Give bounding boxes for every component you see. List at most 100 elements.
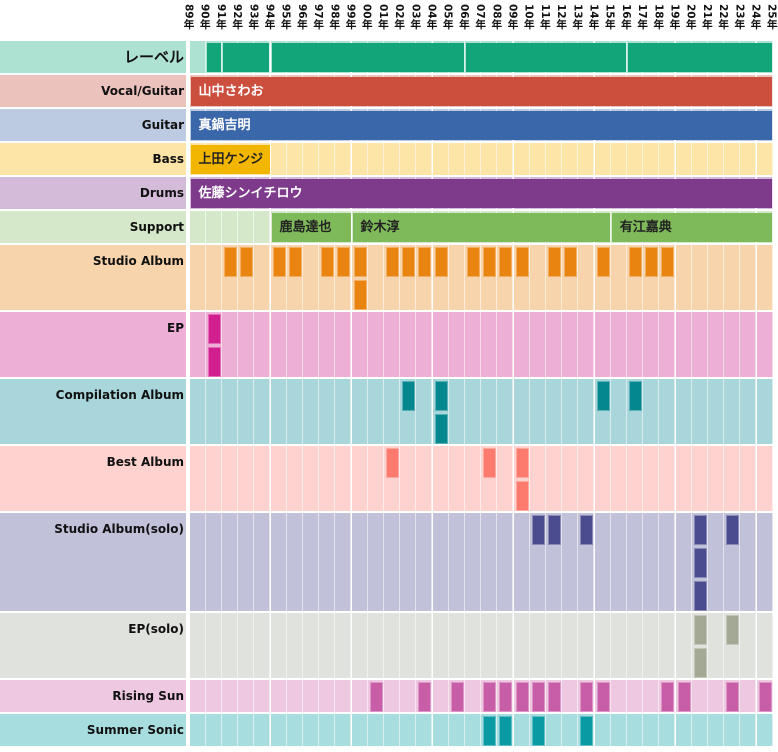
year-tick-label: 10年 bbox=[522, 4, 535, 30]
grid-cell bbox=[238, 680, 255, 712]
grid-cell bbox=[254, 379, 271, 444]
year-tick-label: 23年 bbox=[733, 4, 746, 30]
grid-cell bbox=[416, 379, 433, 444]
release-mark bbox=[580, 682, 594, 712]
grid-cell bbox=[724, 245, 741, 310]
grid-cell bbox=[367, 143, 384, 175]
grid-cell bbox=[448, 312, 465, 377]
year-tick-label: 11年 bbox=[538, 4, 551, 30]
release-mark bbox=[353, 280, 367, 310]
row-label: Bass bbox=[0, 143, 186, 175]
grid-cell bbox=[626, 513, 644, 611]
grid-cell bbox=[562, 513, 579, 611]
grid-cell bbox=[464, 312, 482, 377]
grid-cell bbox=[400, 446, 417, 511]
grid-cell bbox=[756, 312, 773, 377]
release-mark bbox=[385, 448, 400, 478]
grid-cell bbox=[351, 312, 368, 377]
grid-cell bbox=[335, 379, 352, 444]
grid-cell bbox=[221, 379, 239, 444]
grid-cell bbox=[205, 513, 222, 611]
grid-cell bbox=[302, 446, 320, 511]
grid-cell bbox=[497, 312, 514, 377]
grid-cell bbox=[464, 379, 482, 444]
release-mark bbox=[483, 682, 497, 712]
release-mark bbox=[677, 682, 691, 712]
grid-cell bbox=[497, 446, 514, 511]
grid-cell bbox=[481, 513, 498, 611]
grid-cell bbox=[221, 513, 239, 611]
grid-cell bbox=[416, 714, 433, 746]
grid-cell bbox=[562, 714, 579, 746]
year-tick-label: 97年 bbox=[312, 4, 325, 30]
grid-cell bbox=[545, 379, 563, 444]
grid-cell bbox=[675, 714, 692, 746]
grid-cell bbox=[286, 312, 303, 377]
grid-cell bbox=[270, 143, 287, 175]
release-mark bbox=[564, 247, 578, 277]
grid-cell bbox=[367, 613, 384, 678]
grid-cell bbox=[238, 211, 255, 243]
grid-cell bbox=[205, 379, 222, 444]
grid-cell bbox=[221, 613, 239, 678]
grid-cell bbox=[562, 143, 579, 175]
grid-cell bbox=[351, 143, 368, 175]
grid-cell bbox=[724, 143, 741, 175]
grid-cell bbox=[659, 613, 676, 678]
grid-cell bbox=[643, 312, 660, 377]
year-tick-label: 13年 bbox=[571, 4, 584, 30]
timeline-bar: 鹿島達也 bbox=[271, 213, 351, 242]
grid-cell bbox=[319, 143, 336, 175]
grid-cell bbox=[238, 312, 255, 377]
grid-cell bbox=[448, 513, 465, 611]
grid-cell bbox=[400, 513, 417, 611]
year-tick-label: 00年 bbox=[360, 4, 373, 30]
grid-cell bbox=[481, 379, 498, 444]
grid-cell bbox=[529, 613, 546, 678]
grid-cell bbox=[464, 513, 482, 611]
grid-cell bbox=[497, 143, 514, 175]
grid-cell bbox=[383, 379, 401, 444]
grid-cell bbox=[254, 714, 271, 746]
grid-cell bbox=[205, 245, 222, 310]
grid-cell bbox=[205, 613, 222, 678]
grid-cell bbox=[432, 446, 449, 511]
grid-cell bbox=[740, 613, 757, 678]
year-tick-label: 04年 bbox=[425, 4, 438, 30]
grid-cell bbox=[383, 680, 401, 712]
release-mark bbox=[207, 347, 221, 377]
grid-cell bbox=[367, 446, 384, 511]
grid-cell bbox=[270, 513, 287, 611]
grid-cell bbox=[513, 613, 530, 678]
grid-cell bbox=[432, 143, 449, 175]
row-label: EP(solo) bbox=[0, 613, 186, 678]
release-mark bbox=[580, 515, 594, 545]
row-label: EP bbox=[0, 312, 186, 377]
grid-cell bbox=[562, 379, 579, 444]
grid-cell bbox=[286, 513, 303, 611]
grid-cell bbox=[643, 513, 660, 611]
grid-cell bbox=[513, 513, 530, 611]
grid-cell bbox=[189, 379, 206, 444]
grid-cell bbox=[205, 446, 222, 511]
grid-cell bbox=[205, 714, 222, 746]
grid-cell bbox=[189, 245, 206, 310]
grid-cell bbox=[286, 714, 303, 746]
grid-cell bbox=[529, 379, 546, 444]
grid-cell bbox=[707, 379, 725, 444]
grid-cell bbox=[254, 245, 271, 310]
grid-cell bbox=[416, 613, 433, 678]
grid-cell bbox=[464, 446, 482, 511]
grid-cell bbox=[691, 143, 708, 175]
grid-cell bbox=[400, 312, 417, 377]
grid-cell bbox=[416, 312, 433, 377]
grid-cell bbox=[351, 379, 368, 444]
grid-cell bbox=[756, 714, 773, 746]
grid-cell bbox=[286, 379, 303, 444]
grid-cell bbox=[448, 143, 465, 175]
grid-cell bbox=[756, 613, 773, 678]
grid-cell bbox=[383, 513, 401, 611]
grid-cell bbox=[302, 312, 320, 377]
grid-cell bbox=[626, 613, 644, 678]
grid-cell bbox=[740, 245, 757, 310]
